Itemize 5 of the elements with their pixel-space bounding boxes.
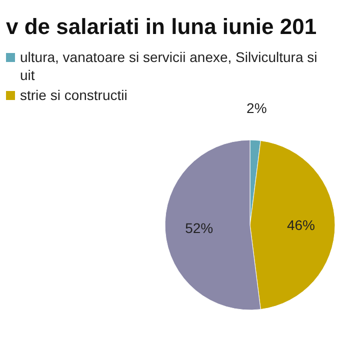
chart-title: v de salariati in luna iunie 201 (6, 14, 317, 39)
legend-label: strie si constructii (20, 87, 128, 103)
data-label: 52% (185, 220, 214, 236)
data-label: 2% (246, 100, 267, 116)
data-label: 46% (286, 217, 316, 233)
